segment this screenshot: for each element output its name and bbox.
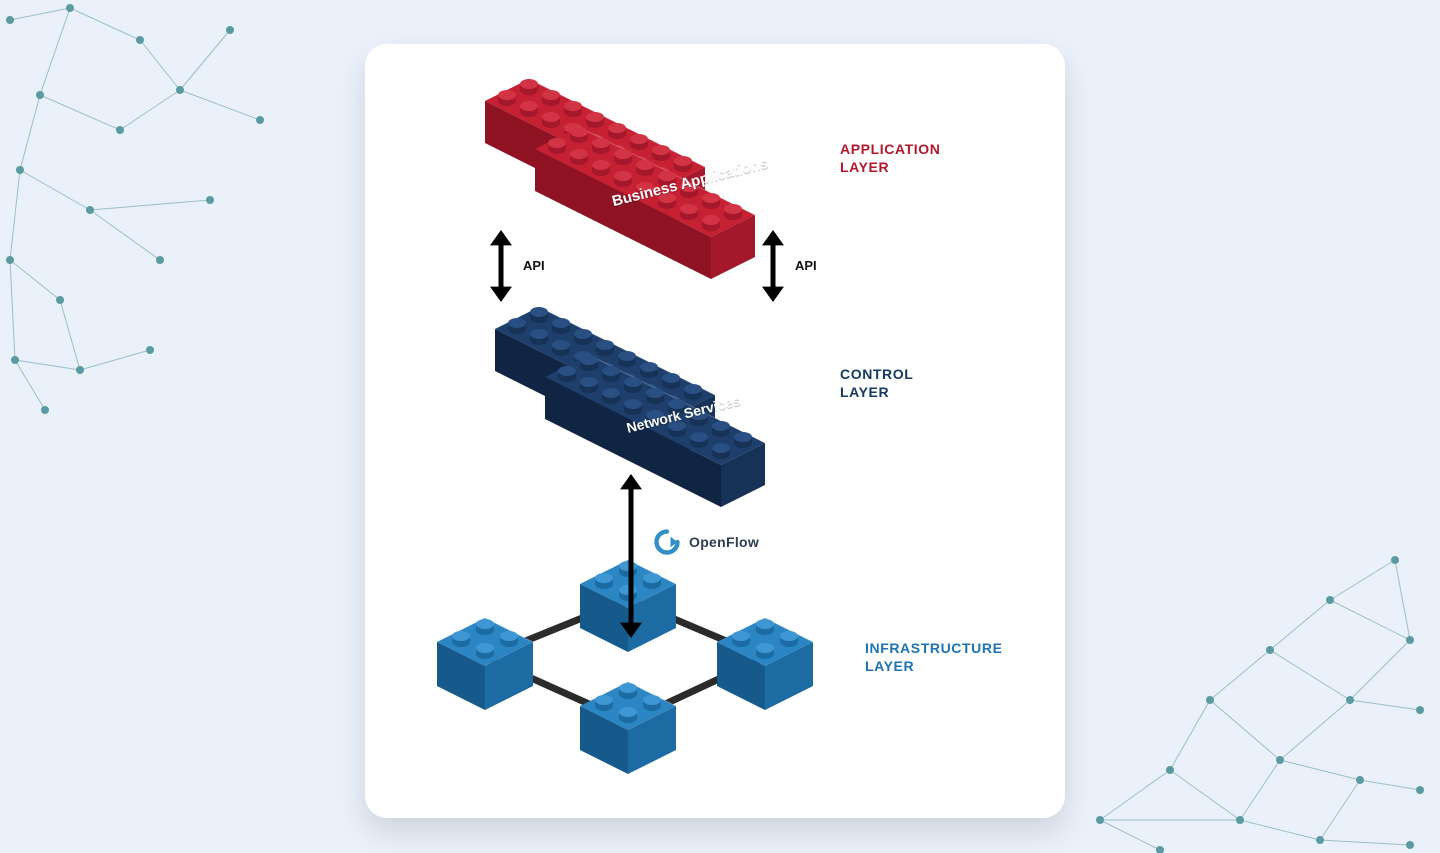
layer-label-control: CONTROLLAYER <box>840 366 913 401</box>
openflow-icon <box>653 528 681 556</box>
lego-brick <box>437 618 533 710</box>
lego-brick <box>580 560 676 652</box>
connector-label-api: API <box>795 258 817 273</box>
openflow-badge: OpenFlow <box>653 528 759 556</box>
layer-label-application: APPLICATIONLAYER <box>840 141 940 176</box>
lego-brick <box>717 618 813 710</box>
openflow-label: OpenFlow <box>689 534 759 550</box>
connector-label-api: API <box>523 258 545 273</box>
lego-brick <box>580 682 676 774</box>
layer-infrastructure <box>437 560 813 774</box>
layer-label-infrastructure: INFRASTRUCTURELAYER <box>865 640 1003 675</box>
diagram-card: APPLICATIONLAYERBusiness ApplicationsCON… <box>365 44 1065 818</box>
